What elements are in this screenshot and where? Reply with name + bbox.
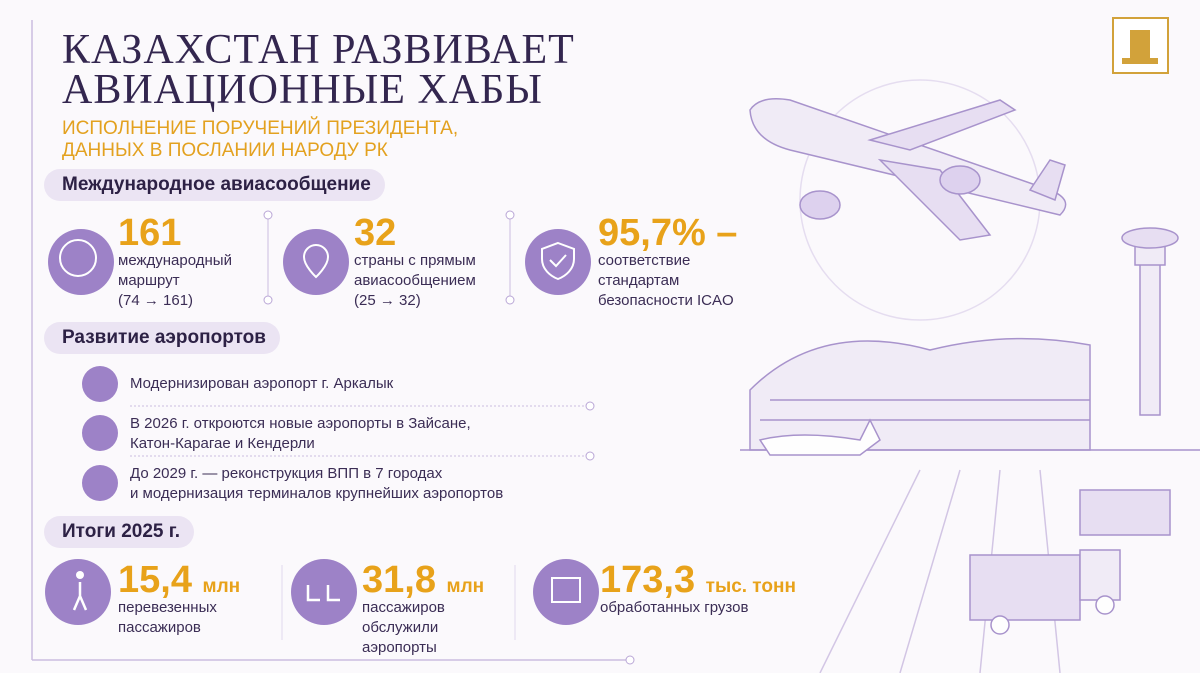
stat-unit: млн xyxy=(446,576,485,597)
stat-line: обработанных грузов xyxy=(600,599,749,616)
stat-line: международный xyxy=(118,252,232,269)
stat-line: пассажиров xyxy=(118,619,201,636)
stat-number: 31,8 xyxy=(362,559,436,601)
stat-line: (74 → 161) xyxy=(118,292,194,309)
stat-number: 15,4 xyxy=(118,559,192,601)
list-item: В 2026 г. откроются новые аэропорты в За… xyxy=(130,414,471,454)
item-line: Модернизирован аэропорт г. Аркалык xyxy=(130,375,394,392)
stat-line: пассажиров xyxy=(362,599,445,616)
stat-text: соответствие стандартам безопасности ICA… xyxy=(598,251,734,311)
stat-line: авиасообщением xyxy=(354,272,476,289)
stat-number: 173,3 xyxy=(600,559,696,601)
section-title: Развитие аэропортов xyxy=(44,322,280,354)
stat-line: перевезенных xyxy=(118,599,217,616)
stat-value: 15,4 млн xyxy=(118,560,240,607)
stat-line: маршрут xyxy=(118,272,180,289)
stat-line: стандартам xyxy=(598,272,680,289)
section-title: Международное авиасообщение xyxy=(44,169,385,201)
stat-line: соответствие xyxy=(598,252,691,269)
stat-line: обслужили xyxy=(362,619,439,636)
subtitle-line: ДАННЫХ В ПОСЛАНИИ НАРОДУ РК xyxy=(62,140,388,161)
item-line: В 2026 г. откроются новые аэропорты в За… xyxy=(130,415,471,432)
item-line: До 2029 г. — реконструкция ВПП в 7 город… xyxy=(130,465,443,482)
item-line: Катон-Карагае и Кендерли xyxy=(130,435,315,452)
stat-line: страны с прямым xyxy=(354,252,476,269)
stat-value: 95,7% – xyxy=(598,212,738,254)
stat-text: страны с прямым авиасообщением (25 → 32) xyxy=(354,251,476,311)
stat-line: (25 → 32) xyxy=(354,292,421,309)
stat-value: 32 xyxy=(354,212,397,254)
title-line: АВИАЦИОННЫЕ ХАБЫ xyxy=(62,67,543,113)
stat-text: пассажиров обслужили аэропорты xyxy=(362,598,445,658)
stat-text: международный маршрут (74 → 161) xyxy=(118,251,232,311)
stat-unit: тыс. тонн xyxy=(705,576,796,597)
stat-value: 161 xyxy=(118,212,182,254)
stat-value: 173,3 тыс. тонн xyxy=(600,560,796,607)
item-line: и модернизация терминалов крупнейших аэр… xyxy=(130,485,504,502)
stat-line: аэропорты xyxy=(362,639,437,656)
stat-text: перевезенных пассажиров xyxy=(118,598,217,638)
stat-line: безопасности ICAO xyxy=(598,292,734,309)
list-item: До 2029 г. — реконструкция ВПП в 7 город… xyxy=(130,464,503,504)
stat-unit: млн xyxy=(202,576,241,597)
stat-text: обработанных грузов xyxy=(600,598,748,618)
subtitle-line: ИСПОЛНЕНИЕ ПОРУЧЕНИЙ ПРЕЗИДЕНТА, xyxy=(62,118,459,139)
section-title: Итоги 2025 г. xyxy=(44,516,195,548)
stat-value: 31,8 млн xyxy=(362,560,484,607)
title-line: КАЗАХСТАН РАЗВИВАЕТ xyxy=(62,27,575,73)
list-item: Модернизирован аэропорт г. Аркалык xyxy=(130,374,393,394)
